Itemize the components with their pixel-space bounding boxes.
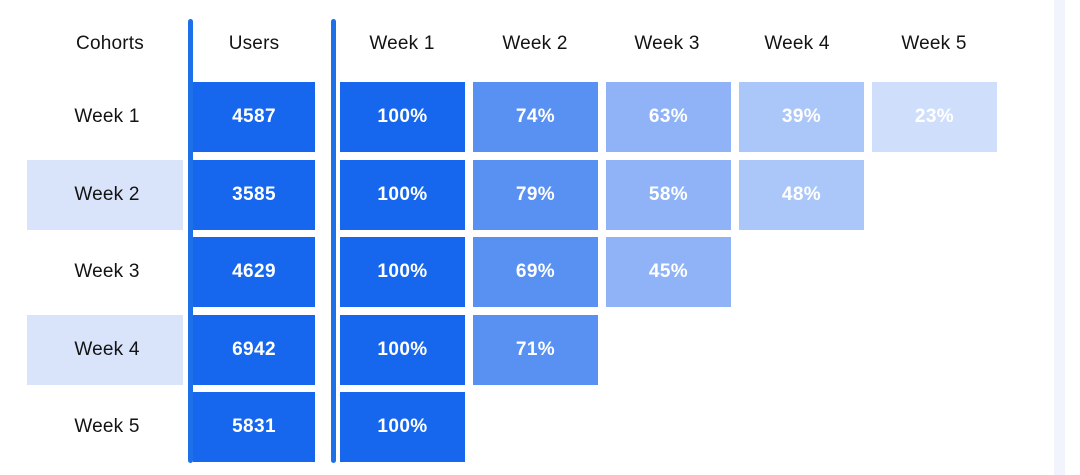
retention-cell: 79% [473, 160, 598, 230]
header-week-3: Week 3 [634, 33, 700, 54]
retention-cell: 74% [473, 82, 598, 152]
cohort-label: Week 1 [74, 106, 140, 127]
retention-cell: 100% [340, 237, 465, 307]
divider-users-weeks [331, 19, 336, 463]
users-cell: 3585 [193, 160, 315, 230]
cohort-label: Week 3 [74, 261, 140, 282]
header-cohorts: Cohorts [76, 33, 144, 54]
retention-cell: 100% [340, 160, 465, 230]
cohort-label: Week 2 [74, 184, 140, 205]
users-cell: 5831 [193, 392, 315, 462]
header-week-4: Week 4 [764, 33, 830, 54]
cohort-row-highlight [27, 315, 183, 385]
retention-cell: 100% [340, 82, 465, 152]
retention-cell: 100% [340, 315, 465, 385]
cohort-row-highlight [27, 160, 183, 230]
header-week-1: Week 1 [369, 33, 435, 54]
header-week-5: Week 5 [901, 33, 967, 54]
cohort-label: Week 4 [74, 339, 140, 360]
retention-cell: 71% [473, 315, 598, 385]
retention-cell: 48% [739, 160, 864, 230]
retention-cell: 39% [739, 82, 864, 152]
retention-cell: 69% [473, 237, 598, 307]
retention-cell: 45% [606, 237, 731, 307]
retention-cell: 63% [606, 82, 731, 152]
retention-cell: 100% [340, 392, 465, 462]
divider-cohorts-users [188, 19, 193, 463]
header-week-2: Week 2 [502, 33, 568, 54]
header-users: Users [228, 33, 280, 54]
users-cell: 6942 [193, 315, 315, 385]
users-cell: 4587 [193, 82, 315, 152]
cohort-label: Week 5 [74, 416, 140, 437]
retention-cell: 23% [872, 82, 997, 152]
retention-cell: 58% [606, 160, 731, 230]
right-edge-strip [1054, 0, 1065, 475]
users-cell: 4629 [193, 237, 315, 307]
